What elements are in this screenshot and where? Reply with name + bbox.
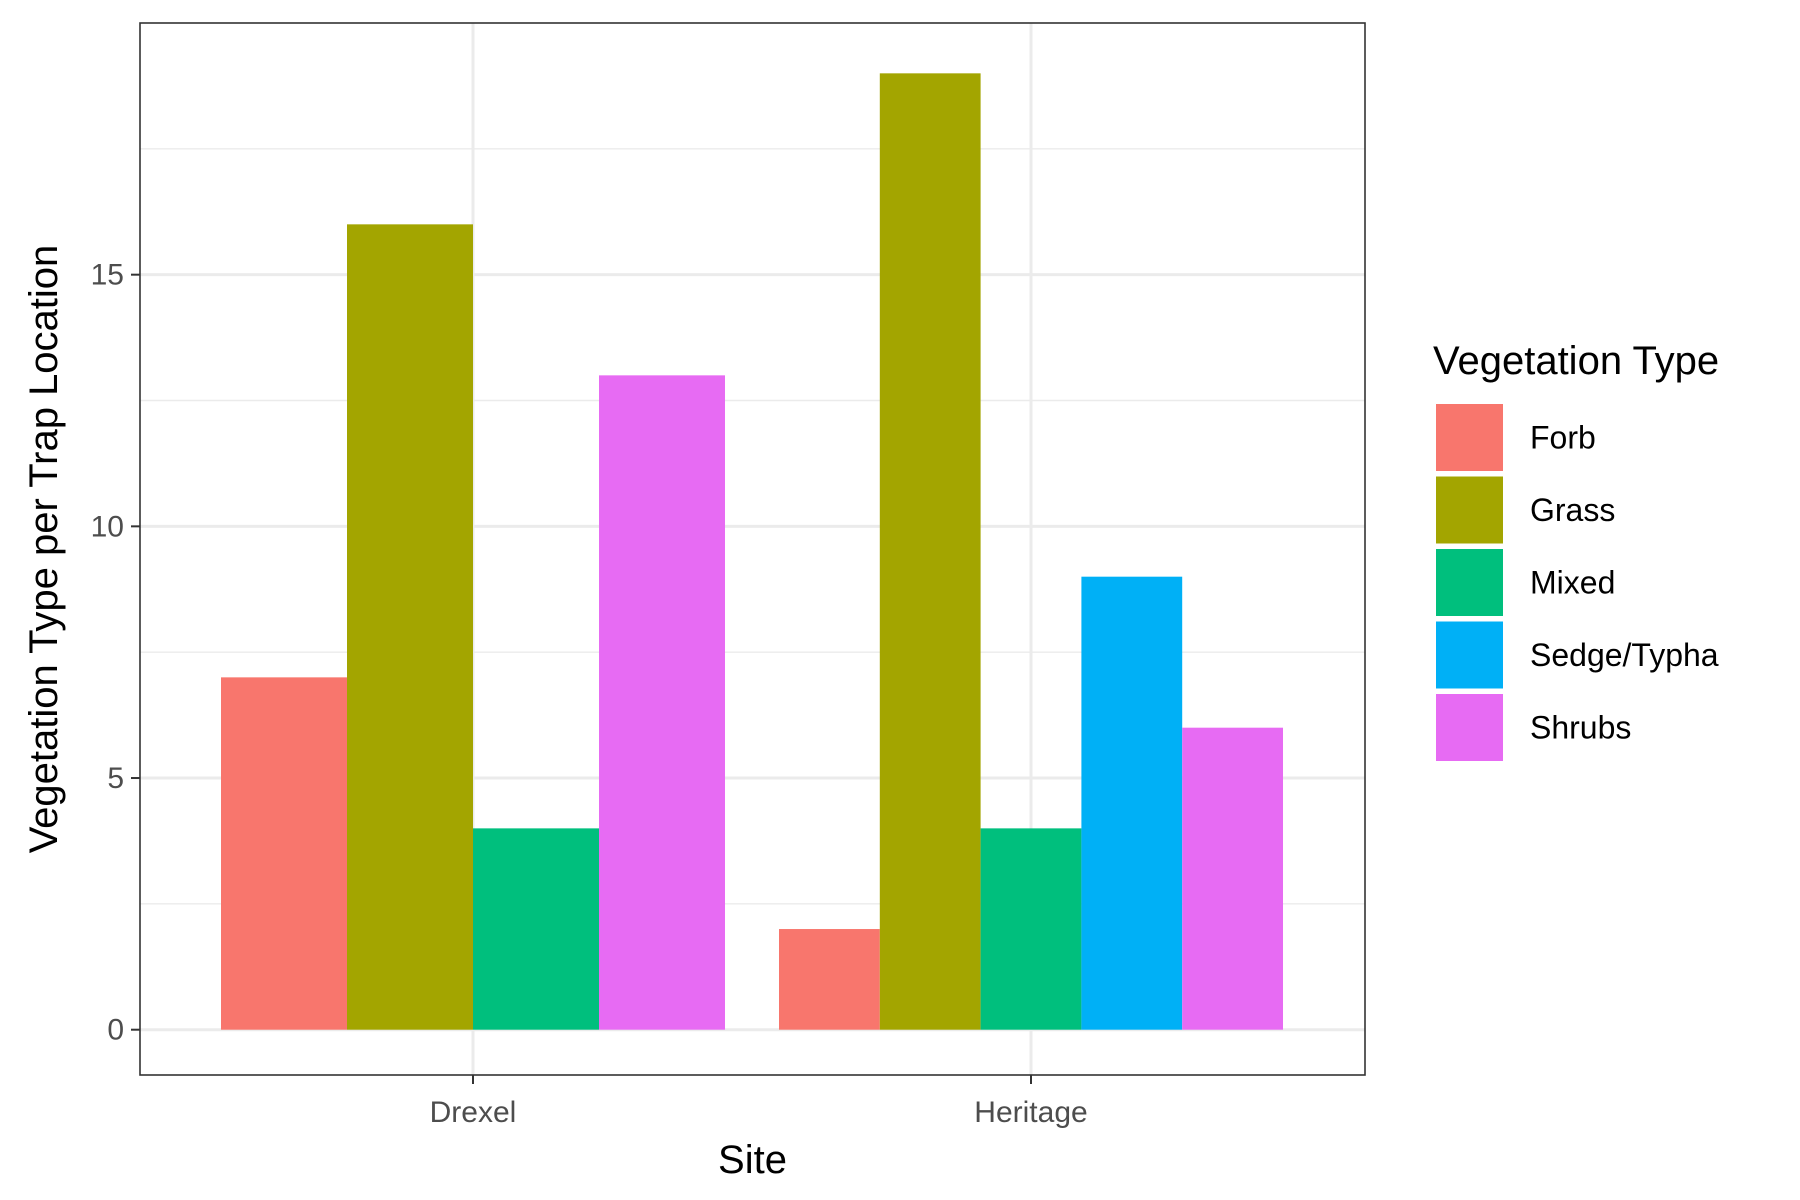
bar-heritage-sedge-typha xyxy=(1081,576,1183,1030)
bar-drexel-forb xyxy=(221,677,347,1030)
bar-heritage-grass xyxy=(879,73,981,1030)
legend-label: Shrubs xyxy=(1530,710,1631,746)
x-tick-label: Drexel xyxy=(430,1096,517,1129)
legend-label: Sedge/Typha xyxy=(1530,637,1719,673)
bar-heritage-mixed xyxy=(980,828,1082,1030)
bars xyxy=(221,73,1283,1030)
legend-key-sedge-typha xyxy=(1436,621,1503,689)
y-axis-title: Vegetation Type per Trap Location xyxy=(22,245,66,854)
x-axis-title: Site xyxy=(718,1138,787,1182)
legend-key-mixed xyxy=(1436,549,1503,616)
plot-panel-border xyxy=(139,22,1366,1076)
bar-drexel-grass xyxy=(347,224,473,1030)
legend-label: Grass xyxy=(1530,492,1615,528)
legend-key-grass xyxy=(1436,476,1503,544)
bar-drexel-shrubs xyxy=(599,375,725,1030)
legend-key-forb xyxy=(1436,404,1503,471)
bar-heritage-forb xyxy=(779,929,880,1030)
bar-drexel-mixed xyxy=(473,828,599,1030)
legend-title: Vegetation Type xyxy=(1433,339,1719,383)
y-tick-label: 0 xyxy=(107,1014,124,1047)
y-tick-label: 10 xyxy=(91,510,124,543)
legend-label: Forb xyxy=(1530,420,1596,456)
x-tick-label: Heritage xyxy=(974,1096,1087,1129)
y-tick-label: 5 xyxy=(107,762,124,795)
legend: Vegetation Type Forb Grass Mixed Sedge/Typh… xyxy=(1433,339,1719,761)
axes: 0 5 10 15 Drexel Heritage xyxy=(91,259,1088,1129)
y-tick-label: 15 xyxy=(91,259,124,292)
legend-key-shrubs xyxy=(1436,694,1503,761)
bar-heritage-shrubs xyxy=(1182,727,1283,1030)
legend-label: Mixed xyxy=(1530,565,1615,601)
